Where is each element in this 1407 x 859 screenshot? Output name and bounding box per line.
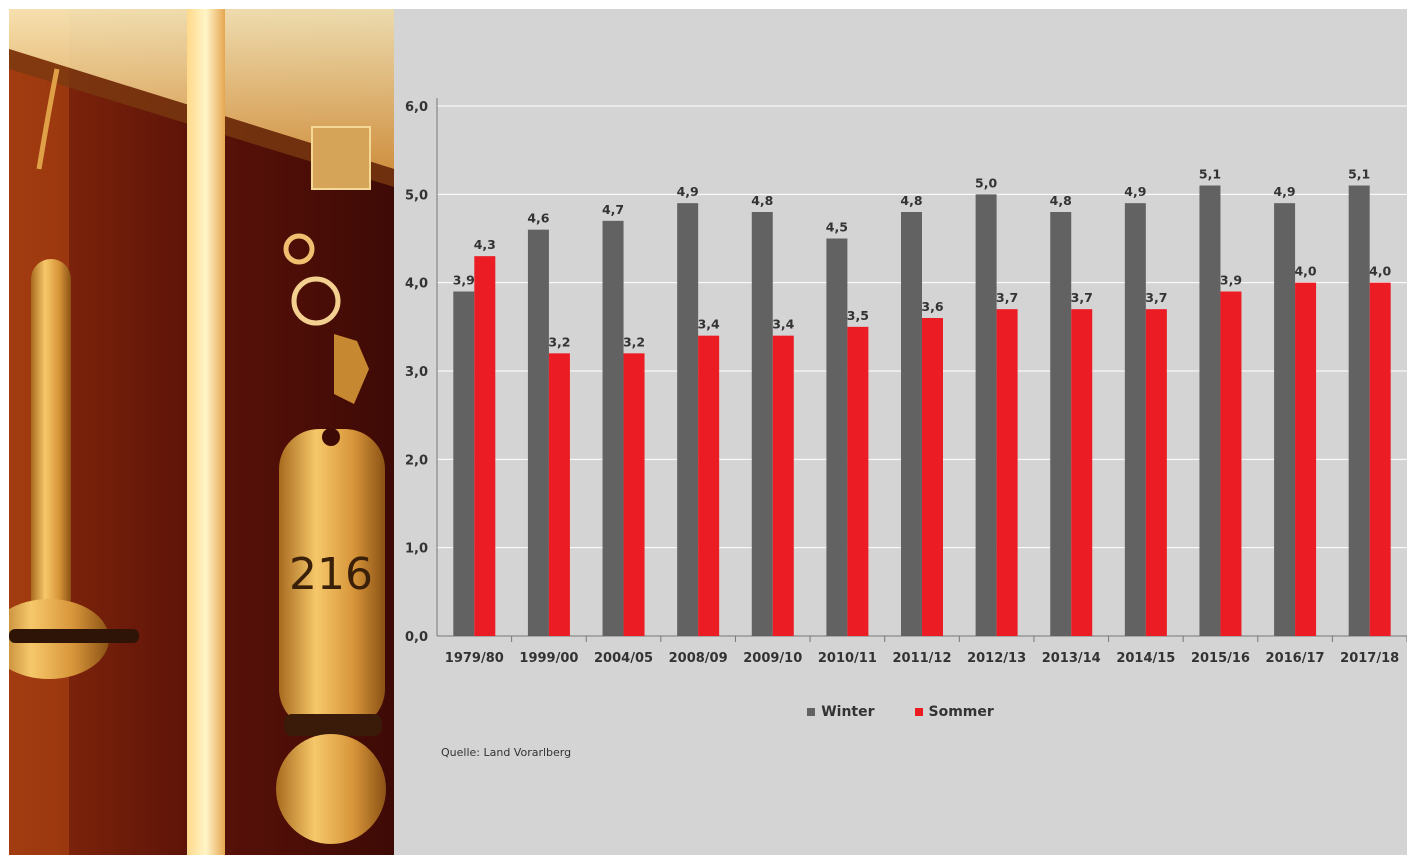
data-label-sommer: 3,7: [1071, 290, 1093, 305]
chart-panel: 0,0 1,0 2,0 3,0 4,0 5,0 6,0 3,9 4,3 1979/80 4,6 3,2…: [394, 9, 1407, 855]
bar-sommer: [922, 318, 943, 636]
data-label-winter: 5,0: [975, 175, 997, 190]
bar-sommer: [1369, 282, 1391, 636]
y-tick-label: 3,0: [405, 365, 428, 380]
data-label-sommer: 3,7: [996, 290, 1018, 305]
x-tick-label: 2014/15: [1116, 651, 1175, 666]
data-label-winter: 4,8: [1050, 193, 1072, 208]
bar-sommer: [698, 335, 720, 636]
data-label-sommer: 3,6: [921, 299, 943, 314]
bar-sommer: [847, 326, 869, 636]
data-label-winter: 4,8: [751, 193, 773, 208]
hotel-key-photo: 216: [0, 9, 394, 855]
x-tick-label: 2011/12: [892, 651, 951, 666]
bar-winter: [826, 238, 848, 636]
bar-sommer: [1220, 291, 1242, 636]
x-tick-label: 2016/17: [1266, 651, 1325, 666]
x-tick-label: 2009/10: [743, 651, 802, 666]
bar-winter: [453, 291, 475, 636]
bar-winter: [602, 220, 624, 637]
data-label-sommer: 4,0: [1369, 264, 1391, 279]
data-label-sommer: 4,0: [1294, 264, 1316, 279]
y-tick-label: 5,0: [405, 188, 428, 203]
x-tick-label: 2008/09: [669, 651, 728, 666]
legend-label-sommer: Sommer: [928, 704, 994, 720]
x-tick-label: 1979/80: [445, 651, 504, 666]
data-label-sommer: 3,4: [698, 317, 720, 332]
data-label-winter: 4,9: [1273, 184, 1295, 199]
data-label-sommer: 4,3: [474, 237, 496, 252]
data-label-sommer: 3,5: [847, 308, 869, 323]
legend-swatch-winter: [807, 708, 816, 716]
data-label-winter: 4,9: [677, 184, 699, 199]
bar-sommer: [996, 309, 1018, 636]
bar-winter: [975, 194, 997, 637]
y-tick-label: 4,0: [405, 277, 428, 292]
bar-sommer: [623, 353, 645, 636]
bar-winter: [1199, 185, 1221, 636]
y-tick-label: 6,0: [405, 100, 428, 115]
bar-winter: [1348, 185, 1370, 636]
source-note: Quelle: Land Vorarlberg: [441, 746, 572, 759]
x-tick-label: 2012/13: [967, 651, 1026, 666]
x-tick-label: 1999/00: [519, 651, 578, 666]
bar-chart: 0,0 1,0 2,0 3,0 4,0 5,0 6,0 3,9 4,3 1979/80 4,6 3,2…: [405, 98, 1407, 666]
bar-winter: [527, 229, 549, 636]
data-label-winter: 3,9: [453, 273, 475, 288]
data-label-sommer: 3,4: [772, 317, 794, 332]
x-tick-label: 2010/11: [818, 651, 877, 666]
bar-sommer: [1295, 282, 1317, 636]
legend-item-sommer: Sommer: [914, 704, 994, 720]
legend: Winter Sommer: [394, 704, 1407, 720]
data-label-winter: 4,6: [527, 211, 549, 226]
x-tick-label: 2017/18: [1340, 651, 1399, 666]
data-label-sommer: 3,2: [548, 334, 570, 349]
bar-sommer: [548, 353, 570, 636]
bar-winter: [1050, 212, 1072, 636]
bar-winter: [1124, 203, 1146, 636]
legend-item-winter: Winter: [807, 704, 875, 720]
data-label-winter: 4,8: [900, 193, 922, 208]
bar-winter: [1274, 203, 1296, 636]
data-label-winter: 5,1: [1199, 167, 1221, 182]
bar-sommer: [1071, 309, 1093, 636]
x-tick-label: 2015/16: [1191, 651, 1250, 666]
bar-sommer: [772, 335, 794, 636]
y-tick-label: 2,0: [405, 453, 428, 468]
x-tick-label: 2004/05: [594, 651, 653, 666]
x-tick-label: 2013/14: [1042, 651, 1101, 666]
legend-label-winter: Winter: [821, 704, 875, 720]
data-label-sommer: 3,9: [1220, 273, 1242, 288]
data-label-winter: 4,7: [602, 202, 624, 217]
bar-winter: [751, 212, 773, 636]
bar-winter: [677, 203, 699, 636]
legend-swatch-sommer: [914, 708, 923, 716]
data-label-sommer: 3,2: [623, 334, 645, 349]
bar-winter: [901, 212, 922, 636]
bar-sommer: [1145, 309, 1167, 636]
key-tag-number: 216: [289, 549, 373, 600]
data-label-winter: 5,1: [1348, 167, 1370, 182]
data-label-winter: 4,5: [826, 220, 848, 235]
data-label-sommer: 3,7: [1145, 290, 1167, 305]
y-tick-label: 0,0: [405, 630, 428, 645]
data-label-winter: 4,9: [1124, 184, 1146, 199]
y-tick-label: 1,0: [405, 542, 428, 557]
bar-sommer: [474, 256, 496, 636]
